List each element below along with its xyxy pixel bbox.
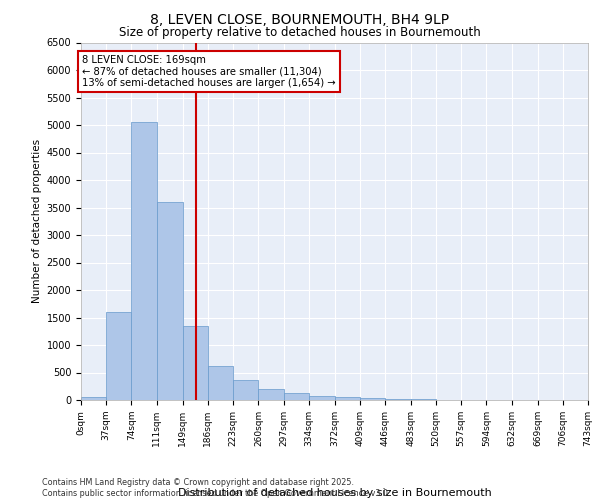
Bar [309, 396, 335, 400]
Y-axis label: Number of detached properties: Number of detached properties [32, 139, 43, 304]
Bar [208, 366, 233, 400]
X-axis label: Distribution of detached houses by size in Bournemouth: Distribution of detached houses by size … [178, 488, 491, 498]
Bar [131, 122, 157, 400]
Text: Size of property relative to detached houses in Bournemouth: Size of property relative to detached ho… [119, 26, 481, 39]
Bar [81, 397, 106, 400]
Bar [385, 399, 410, 400]
Text: Contains HM Land Registry data © Crown copyright and database right 2025.
Contai: Contains HM Land Registry data © Crown c… [42, 478, 391, 498]
Text: 8 LEVEN CLOSE: 169sqm
← 87% of detached houses are smaller (11,304)
13% of semi-: 8 LEVEN CLOSE: 169sqm ← 87% of detached … [82, 54, 336, 88]
Bar [182, 326, 208, 400]
Bar [360, 398, 385, 400]
Bar [335, 397, 360, 400]
Bar [157, 202, 182, 400]
Bar [233, 380, 259, 400]
Bar [259, 389, 284, 400]
Bar [284, 393, 309, 400]
Bar [106, 312, 131, 400]
Text: 8, LEVEN CLOSE, BOURNEMOUTH, BH4 9LP: 8, LEVEN CLOSE, BOURNEMOUTH, BH4 9LP [151, 12, 449, 26]
